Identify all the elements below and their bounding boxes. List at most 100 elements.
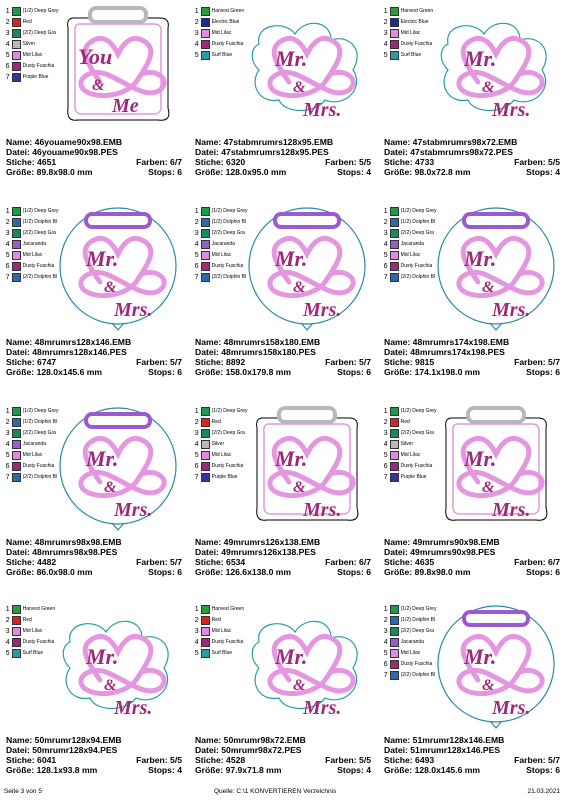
thread-number: 2 (383, 418, 388, 426)
thread-swatch (11, 50, 21, 60)
design-name-row: Name: 48mrumrs174x198.EMB (384, 337, 510, 347)
thread-swatch (11, 272, 21, 282)
thread-number: 1 (5, 407, 10, 415)
design-preview: Mr. & Mrs. (434, 204, 558, 332)
thread-swatch (200, 626, 210, 636)
thread-color-item: 4 Jacaranda (193, 239, 263, 249)
thread-color-list: 1 (1/2) Deep Grey 2 (1/2) Dolphin Bl 3 (2/… (382, 604, 452, 681)
thread-color-item: 5 Mid Lilac (4, 250, 74, 260)
thread-number: 7 (5, 73, 10, 81)
thread-color-item: 6 Dusty Fuschia (4, 461, 74, 471)
thread-number: 1 (5, 7, 10, 15)
stop-count: Stops: 6 (337, 367, 371, 377)
thread-color-item: 4 Jacaranda (4, 239, 74, 249)
thread-name: Mid Lilac (400, 30, 421, 36)
thread-number: 1 (194, 7, 199, 15)
thread-name: (2/2) Deep Gra (211, 430, 245, 436)
thread-swatch (200, 439, 210, 449)
thread-name: (2/2) Dolphin Bl (22, 274, 58, 280)
thread-color-item: 1 (1/2) Deep Grey (4, 6, 74, 16)
thread-name: Red (211, 419, 221, 425)
thread-number: 1 (194, 605, 199, 613)
thread-color-item: 4 Jacaranda (382, 239, 452, 249)
thread-number: 4 (194, 638, 199, 646)
thread-name: (1/2) Dolphin Bl (22, 219, 58, 225)
thread-color-list: 1 Harvest Green 2 Electric Blue 3 Mid Lila… (382, 6, 452, 61)
thread-name: (1/2) Dolphin Bl (400, 617, 436, 623)
design-card: 1 (1/2) Deep Grey 2 Red 3 (2/2) Deep Gra 4 … (189, 400, 377, 598)
stop-count: Stops: 4 (337, 167, 371, 177)
thread-number: 5 (383, 451, 388, 459)
thread-name: Silver (211, 441, 225, 447)
design-info: Name: 50mrumr128x94.EMB Datei: 50mrumr12… (6, 735, 182, 775)
thread-color-item: 4 Dusty Fuschia (193, 39, 263, 49)
thread-name: Dusty Fuschia (400, 661, 433, 667)
design-file-row: Datei: 50mrumr98x72.PES (195, 745, 302, 755)
thread-color-item: 7 (2/2) Dolphin Bl (382, 272, 452, 282)
thread-swatch (389, 217, 399, 227)
thread-name: (2/2) Dolphin Bl (400, 672, 436, 678)
stop-count: Stops: 6 (148, 567, 182, 577)
design-size: Größe: 98.0x72.8 mm (384, 167, 471, 177)
thread-name: Dusty Fuschia (400, 463, 433, 469)
thread-color-item: 5 Mid Lilac (382, 450, 452, 460)
thread-swatch (389, 206, 399, 216)
thread-color-item: 3 (2/2) Deep Gra (193, 228, 263, 238)
design-info: Name: 48mrumrs174x198.EMB Datei: 48mrumr… (384, 337, 560, 377)
thread-number: 1 (194, 207, 199, 215)
thread-color-item: 5 Surf Blue (382, 50, 452, 60)
thread-swatch (200, 217, 210, 227)
design-card: 1 (1/2) Deep Grey 2 (1/2) Dolphin Bl 3 (2/… (189, 200, 377, 398)
thread-color-item: 4 Dusty Fuschia (4, 637, 74, 647)
stop-count: Stops: 6 (148, 167, 182, 177)
page-number: Seite 3 von 5 (4, 788, 42, 795)
thread-swatch (389, 17, 399, 27)
thread-name: Red (22, 617, 32, 623)
thread-swatch (11, 648, 21, 658)
thread-color-item: 3 (2/2) Deep Gra (382, 428, 452, 438)
thread-swatch (200, 472, 210, 482)
thread-number: 2 (194, 418, 199, 426)
thread-name: Dusty Fuschia (211, 41, 244, 47)
svg-text:Mrs.: Mrs. (113, 697, 152, 719)
design-size: Größe: 86.0x98.0 mm (6, 567, 93, 577)
thread-color-list: 1 (1/2) Deep Grey 2 (1/2) Dolphin Bl 3 (2/… (4, 406, 74, 483)
thread-name: (2/2) Dolphin Bl (22, 474, 58, 480)
thread-name: Dusty Fuschia (22, 263, 55, 269)
design-name-row: Name: 49mrumrs126x138.EMB (195, 537, 321, 547)
svg-text:Mr.: Mr. (274, 246, 307, 271)
svg-text:Mr.: Mr. (274, 46, 307, 71)
color-count: Farben: 5/5 (136, 755, 182, 765)
thread-color-item: 4 Dusty Fuschia (382, 39, 452, 49)
print-date: 21.03.2021 (527, 788, 560, 795)
stitch-count: Stiche: 4528 (195, 755, 246, 765)
thread-number: 4 (383, 440, 388, 448)
thread-swatch (200, 637, 210, 647)
thread-color-item: 2 (1/2) Dolphin Bl (382, 217, 452, 227)
design-preview: Mr. & Mrs. (245, 404, 369, 532)
stitch-count: Stiche: 6320 (195, 157, 246, 167)
thread-name: (1/2) Deep Grey (400, 408, 437, 414)
design-size: Größe: 128.0x145.6 mm (6, 367, 103, 377)
thread-name: Dusty Fuschia (22, 639, 55, 645)
design-info: Name: 50mrumr98x72.EMB Datei: 50mrumr98x… (195, 735, 371, 775)
thread-color-item: 1 (1/2) Deep Grey (193, 406, 263, 416)
design-preview: Mr. & Mrs. (434, 4, 558, 132)
thread-swatch (200, 228, 210, 238)
design-preview: Mr. & Mrs. (245, 602, 369, 730)
design-info: Name: 49mrumrs90x98.EMB Datei: 49mrumrs9… (384, 537, 560, 577)
thread-swatch (11, 637, 21, 647)
thread-name: Dusty Fuschia (400, 41, 433, 47)
thread-swatch (200, 239, 210, 249)
svg-text:Mrs.: Mrs. (491, 697, 530, 719)
thread-name: Dusty Fuschia (211, 463, 244, 469)
design-name-row: Name: 48mrumrs128x146.EMB (6, 337, 132, 347)
thread-swatch (11, 450, 21, 460)
thread-name: Mid Lilac (22, 252, 43, 258)
thread-number: 4 (194, 40, 199, 48)
thread-swatch (11, 626, 21, 636)
thread-swatch (200, 272, 210, 282)
design-file-row: Datei: 47stabmrumrs128x95.PES (195, 147, 329, 157)
thread-name: (1/2) Deep Grey (400, 208, 437, 214)
design-card: 1 Harvest Green 2 Red 3 Mid Lilac 4 Dusty F… (0, 598, 188, 796)
